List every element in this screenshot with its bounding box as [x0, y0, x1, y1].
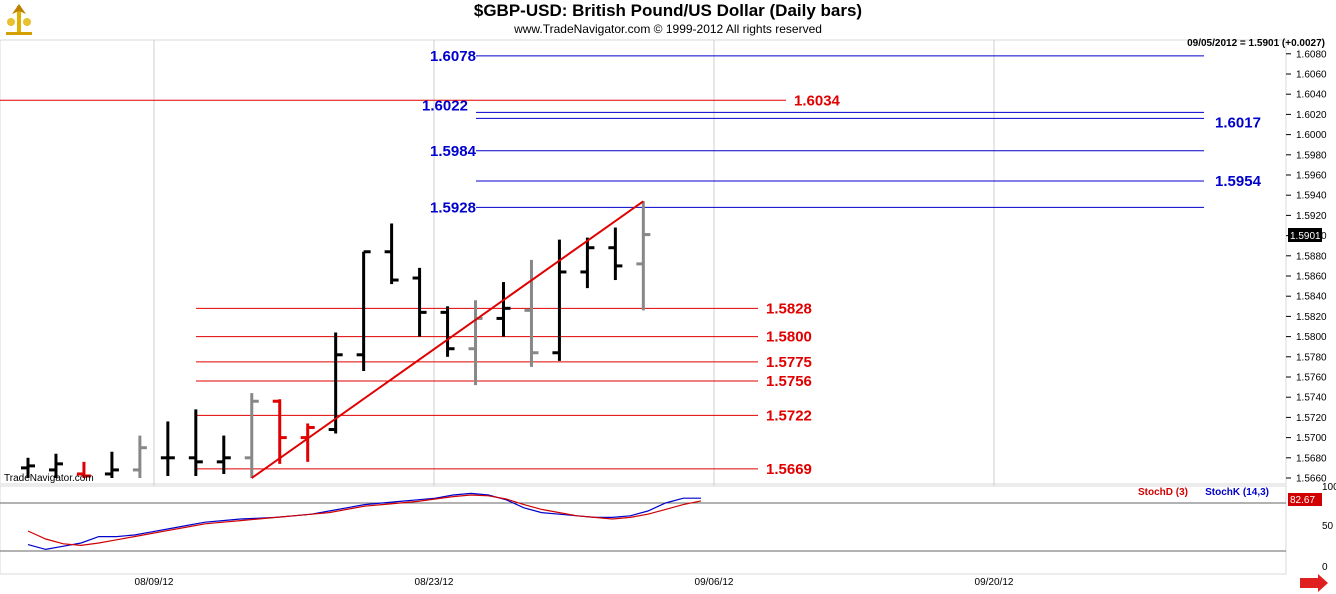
quote-readout: 09/05/2012 = 1.5901 (+0.0027) — [1187, 38, 1325, 49]
price-tick-label: 1.6040 — [1296, 90, 1327, 101]
date-axis: 08/09/12 08/23/12 09/06/12 09/20/12 — [135, 577, 1014, 588]
price-tick-label: 1.6060 — [1296, 70, 1327, 81]
red-level-label: 1.5756 — [766, 373, 812, 390]
stochastic-lines — [27, 492, 702, 551]
price-tick-label: 1.5980 — [1296, 150, 1327, 161]
ohlc-bar — [104, 451, 119, 478]
red-level-label: 1.5722 — [766, 407, 812, 424]
ohlc-bar — [244, 393, 259, 478]
red-level-label: 1.5828 — [766, 300, 812, 317]
ohlc-bar — [356, 250, 371, 371]
stoch-tick-100: 100 — [1322, 482, 1336, 493]
ohlc-bar — [272, 399, 287, 464]
watermark: TradeNavigator.com — [4, 473, 94, 484]
trade-navigator-logo-icon — [6, 4, 32, 35]
price-tick-label: 1.5860 — [1296, 272, 1327, 283]
price-tick-label: 1.5840 — [1296, 292, 1327, 303]
ohlc-bar — [496, 282, 511, 337]
date-tick-label: 08/09/12 — [135, 577, 174, 588]
ohlc-bar — [132, 435, 147, 478]
blue-level-label: 1.5954 — [1215, 173, 1262, 190]
price-tick-label: 1.5720 — [1296, 413, 1327, 424]
ohlc-bar — [328, 332, 343, 434]
ohlc-bar — [160, 421, 175, 476]
price-bars — [21, 201, 651, 478]
ohlc-bar — [48, 453, 63, 478]
blue-level-label: 1.6078 — [430, 48, 476, 65]
price-tick-label: 1.5820 — [1296, 312, 1327, 323]
ohlc-bar — [188, 409, 203, 476]
stoch-tick-0: 0 — [1322, 562, 1328, 573]
red-level-label: 1.5669 — [766, 461, 812, 478]
ohlc-bar — [216, 435, 231, 474]
stochd-line — [27, 494, 702, 547]
chart-header: $GBP-USD: British Pound/US Dollar (Daily… — [0, 0, 1336, 40]
price-tick-label: 1.6000 — [1296, 130, 1327, 141]
price-tick-label: 1.5700 — [1296, 433, 1327, 444]
price-tick-label: 1.5940 — [1296, 191, 1327, 202]
red-level-label: 1.5775 — [766, 354, 812, 371]
ohlc-bar — [440, 306, 455, 357]
trendline-segment — [251, 200, 644, 479]
price-tick-label: 1.5880 — [1296, 251, 1327, 262]
ohlc-bar — [21, 457, 35, 478]
scroll-right-arrow-icon[interactable] — [1300, 574, 1328, 592]
level-lines: 1.6078 1.6022 1.6017 1.5984 1.5954 1.5928 1.60… — [0, 48, 1262, 478]
date-tick-label: 09/06/12 — [695, 577, 734, 588]
stoch-tick-50: 50 — [1322, 521, 1334, 532]
red-level-label: 1.5800 — [766, 329, 812, 346]
blue-level-label: 1.6022 — [422, 97, 468, 114]
ohlc-bar — [384, 223, 399, 285]
price-tick-label: 1.5740 — [1296, 393, 1327, 404]
trendline — [251, 200, 644, 479]
chart-title: $GBP-USD: British Pound/US Dollar (Daily… — [473, 1, 863, 20]
ohlc-bar — [580, 237, 595, 289]
stochk-label: StochK (14,3) — [1205, 487, 1269, 498]
stochd-value: 82.67 — [1290, 495, 1315, 506]
ohlc-bar — [608, 227, 623, 281]
price-tick-label: 1.5760 — [1296, 373, 1327, 384]
vertical-gridlines — [153, 40, 995, 574]
red-level-label: 1.6034 — [794, 92, 841, 109]
price-axis: 1.6080 1.6060 1.6040 1.6020 1.6000 1.5980 1.59… — [1286, 49, 1327, 485]
price-marker: 1.5901 — [1290, 231, 1321, 242]
ohlc-bar — [412, 267, 427, 337]
price-tick-label: 1.5960 — [1296, 171, 1327, 182]
date-tick-label: 08/23/12 — [415, 577, 454, 588]
price-tick-label: 1.5780 — [1296, 352, 1327, 363]
price-tick-label: 1.5800 — [1296, 332, 1327, 343]
price-marker-box — [1288, 228, 1322, 242]
blue-level-label: 1.5984 — [430, 143, 477, 160]
ohlc-bar — [524, 259, 539, 367]
price-tick-label: 1.6080 — [1296, 49, 1327, 60]
date-tick-label: 09/20/12 — [975, 577, 1014, 588]
price-tick-label: 1.5660 — [1296, 474, 1327, 485]
ohlc-bar — [76, 461, 91, 478]
stochd-label: StochD (3) — [1138, 487, 1188, 498]
price-tick-label: 1.6020 — [1296, 110, 1327, 121]
blue-level-label: 1.5928 — [430, 199, 476, 216]
price-tick-label: 1.5680 — [1296, 453, 1327, 464]
chart-subtitle: www.TradeNavigator.com © 1999-2012 All r… — [514, 22, 822, 36]
ohlc-bar — [300, 423, 315, 462]
blue-level-label: 1.6017 — [1215, 114, 1261, 131]
price-tick-label: 1.5920 — [1296, 211, 1327, 222]
stochd-value-box — [1288, 493, 1322, 506]
ohlc-bar — [636, 201, 651, 311]
stochastic-panel — [0, 485, 1287, 575]
